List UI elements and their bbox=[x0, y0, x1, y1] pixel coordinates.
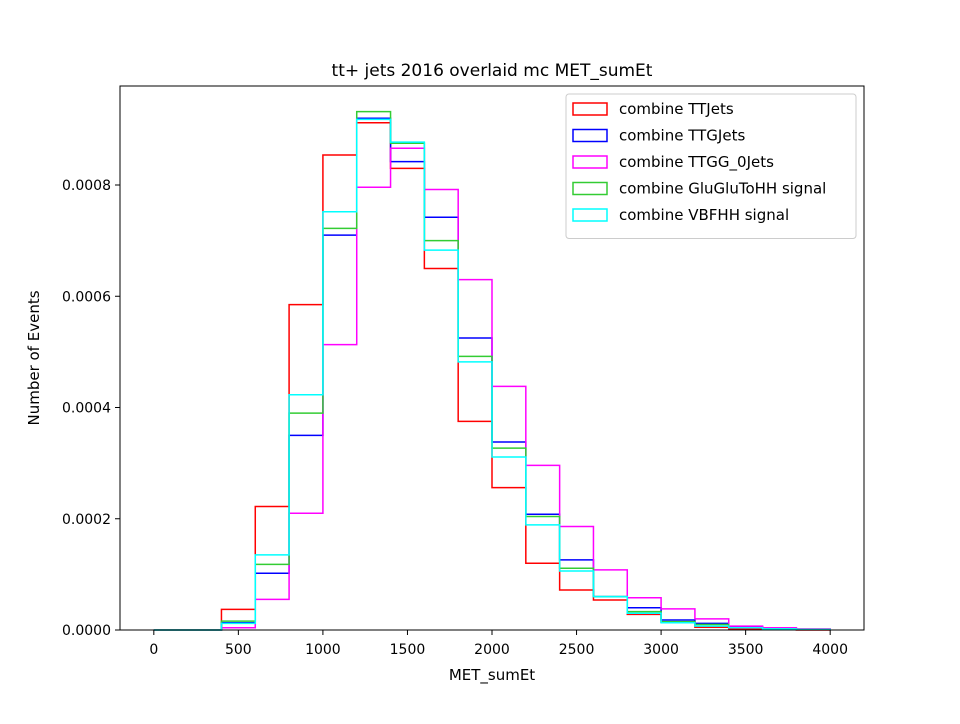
legend-label: combine GluGluToHH signal bbox=[619, 180, 826, 198]
x-tick-label: 3500 bbox=[728, 642, 764, 658]
legend-swatch bbox=[572, 155, 608, 169]
y-tick-label: 0.0006 bbox=[62, 289, 111, 305]
x-tick-label: 2000 bbox=[474, 642, 510, 658]
y-tick-label: 0.0002 bbox=[62, 512, 111, 528]
legend-label: combine VBFHH signal bbox=[619, 206, 789, 224]
x-axis: 0 500 1000 1500 2000 2500 3000 3500 4000 bbox=[149, 630, 848, 658]
y-tick-label: 0.0000 bbox=[62, 623, 111, 639]
series-layer bbox=[153, 110, 831, 631]
x-tick-label: 1000 bbox=[305, 642, 341, 658]
legend-swatch bbox=[572, 102, 608, 116]
chart-title: tt+ jets 2016 overlaid mc MET_sumEt bbox=[332, 61, 653, 81]
y-tick-label: 0.0004 bbox=[62, 401, 111, 417]
legend-label: combine TTJets bbox=[619, 100, 734, 118]
legend-swatch bbox=[572, 128, 608, 143]
x-tick-label: 3000 bbox=[643, 642, 679, 658]
series-line-4 bbox=[153, 118, 831, 631]
y-axis: 0.0000 0.0002 0.0004 0.0006 0.0008 bbox=[62, 178, 120, 639]
legend-swatch bbox=[572, 181, 608, 196]
x-tick-label: 500 bbox=[225, 642, 252, 658]
x-tick-label: 1500 bbox=[390, 642, 426, 658]
legend-label: combine TTGJets bbox=[619, 127, 745, 145]
x-tick-label: 4000 bbox=[812, 642, 848, 658]
legend-swatch bbox=[572, 208, 608, 222]
x-axis-label: MET_sumEt bbox=[449, 666, 535, 685]
y-axis-label: Number of Events bbox=[25, 290, 43, 425]
x-tick-label: 2500 bbox=[559, 642, 595, 658]
x-tick-label: 0 bbox=[149, 642, 158, 658]
legend-label: combine TTGG_0Jets bbox=[619, 153, 774, 172]
legend-box bbox=[565, 93, 857, 239]
y-tick-label: 0.0008 bbox=[62, 178, 111, 194]
legend: combine TTJets combine TTGJets combine TTG… bbox=[565, 93, 857, 239]
